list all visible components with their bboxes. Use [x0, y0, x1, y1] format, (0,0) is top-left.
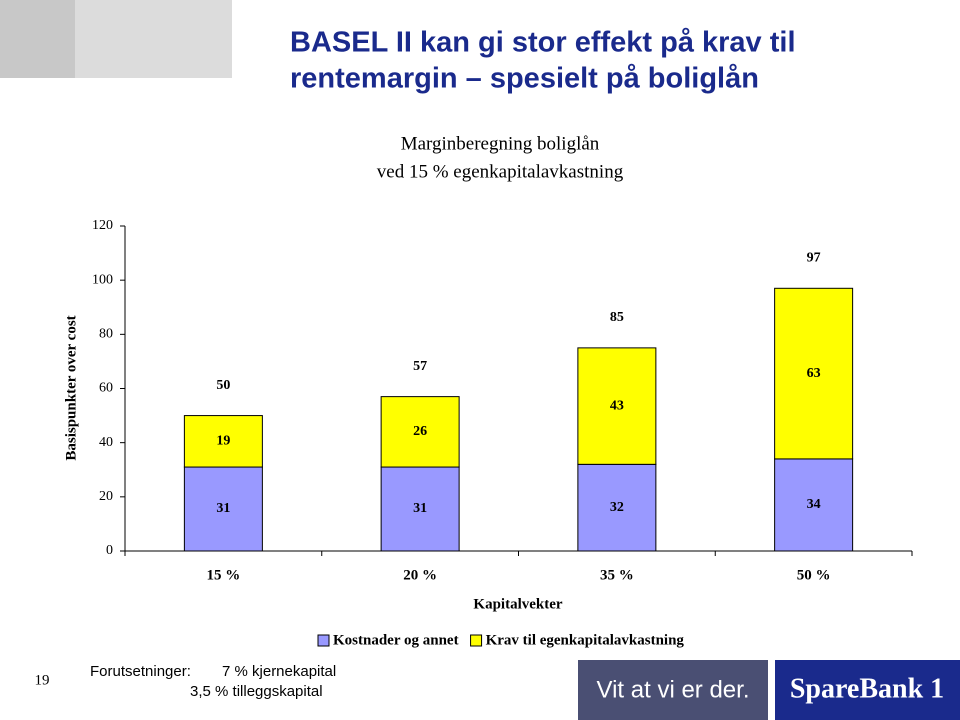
x-tick-label: 35 %	[600, 567, 634, 583]
bar-segment	[380, 396, 460, 468]
assumptions-label: Forutsetninger:	[90, 663, 191, 680]
legend-label: Krav til egenkapitalavkastning	[486, 632, 685, 648]
y-tick-label: 120	[92, 218, 113, 233]
bar-segment	[577, 463, 657, 552]
data-label: 63	[807, 366, 821, 381]
x-axis-label: Kapitalvekter	[473, 596, 562, 612]
logo: SpareBank 1	[790, 673, 944, 704]
y-tick-label: 0	[106, 543, 113, 558]
chart-subtitle: ved 15 % egenkapitalavkastning	[377, 161, 624, 182]
legend-label: Kostnader og annet	[333, 632, 459, 648]
slogan-banner	[578, 660, 768, 720]
x-tick-label: 20 %	[403, 567, 437, 583]
y-tick-label: 80	[99, 327, 113, 342]
data-label: 34	[807, 497, 821, 512]
bar-segment	[774, 458, 854, 552]
y-tick-label: 40	[99, 435, 113, 450]
photo-logo	[0, 0, 75, 78]
bar-segment	[380, 466, 460, 552]
page-number: 19	[35, 672, 50, 688]
bar-segment	[183, 415, 263, 468]
data-label: 31	[413, 501, 427, 516]
bar-segment	[183, 466, 263, 552]
data-label: 31	[216, 501, 230, 516]
legend-swatch	[317, 634, 330, 647]
bar-segment	[774, 287, 854, 460]
assumption: 7 % kjernekapital	[222, 663, 336, 680]
x-tick-label: 50 %	[797, 567, 831, 583]
slide-title: BASEL II kan gi stor effekt på krav til	[290, 27, 796, 59]
bar-segment	[577, 347, 657, 465]
x-tick-label: 15 %	[207, 567, 241, 583]
logo-box	[775, 660, 960, 720]
total-label: 97	[807, 251, 821, 266]
legend-swatch	[470, 634, 483, 647]
data-label: 19	[216, 434, 230, 449]
assumption: 3,5 % tilleggskapital	[190, 683, 323, 700]
total-label: 85	[610, 310, 624, 325]
slogan: Vit at vi er der.	[597, 676, 750, 703]
data-label: 32	[610, 500, 624, 515]
y-tick-label: 100	[92, 272, 113, 287]
data-label: 26	[413, 424, 427, 439]
total-label: 50	[216, 378, 230, 393]
total-label: 57	[413, 359, 427, 374]
slide-title: rentemargin – spesielt på boliglån	[290, 63, 759, 95]
legend-box	[309, 629, 729, 653]
y-tick-label: 60	[99, 381, 113, 396]
y-tick-label: 20	[99, 489, 113, 504]
chart-title: Marginberegning boliglån	[401, 133, 600, 154]
y-axis-label: Basispunkter over cost	[63, 315, 79, 460]
data-label: 43	[610, 398, 624, 413]
